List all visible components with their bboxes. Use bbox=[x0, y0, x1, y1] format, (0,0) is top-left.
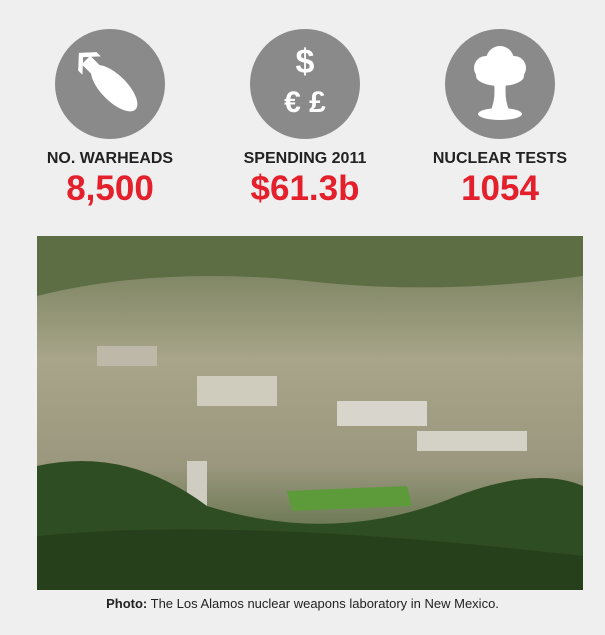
stat-label: NUCLEAR TESTS bbox=[400, 150, 600, 168]
stat: $ € £ SPENDING 2011 $61.3b bbox=[205, 28, 405, 208]
stat-value: 8,500 bbox=[10, 170, 210, 208]
icon-symbol: € £ bbox=[284, 86, 326, 119]
stat: NUCLEAR TESTS 1054 bbox=[400, 28, 600, 208]
bomb-icon bbox=[54, 28, 166, 140]
caption-lead: Photo: bbox=[106, 596, 147, 611]
photo bbox=[37, 236, 583, 590]
stat-label: SPENDING 2011 bbox=[205, 150, 405, 168]
stat-label: NO. WARHEADS bbox=[10, 150, 210, 168]
stat: NO. WARHEADS 8,500 bbox=[10, 28, 210, 208]
mushroom-cloud-icon bbox=[444, 28, 556, 140]
caption: Photo: The Los Alamos nuclear weapons la… bbox=[0, 596, 605, 611]
stat-value: 1054 bbox=[400, 170, 600, 208]
stat-value: $61.3b bbox=[205, 170, 405, 208]
caption-text: The Los Alamos nuclear weapons laborator… bbox=[151, 596, 499, 611]
icon-symbol: $ bbox=[296, 43, 315, 81]
currency-icon: $ € £ bbox=[249, 28, 361, 140]
infographic: NO. WARHEADS 8,500 $ € £ SPENDING 2011 $… bbox=[0, 0, 605, 635]
